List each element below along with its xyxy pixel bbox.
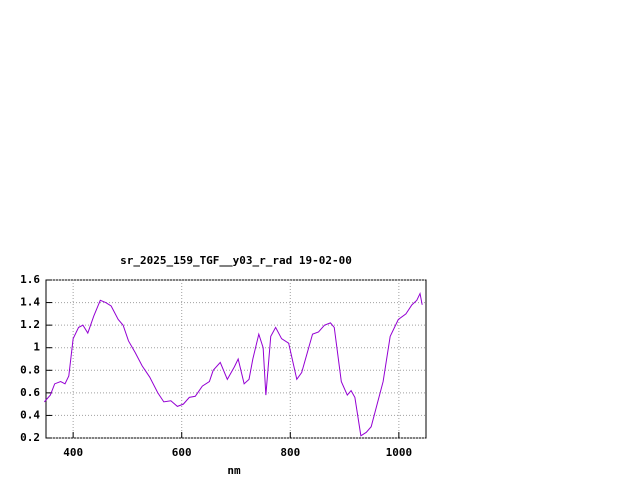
data-line bbox=[43, 291, 423, 437]
y-tick-label: 1.6 bbox=[20, 273, 40, 286]
x-tick-label: 1000 bbox=[386, 446, 413, 459]
chart-title: sr_2025_159_TGF__y03_r_rad 19-02-00 bbox=[120, 254, 352, 267]
x-tick-label: 800 bbox=[280, 446, 300, 459]
y-tick-label: 1.2 bbox=[20, 318, 40, 331]
y-tick-label: 1 bbox=[33, 341, 40, 354]
y-tick-label: 0.6 bbox=[20, 386, 40, 399]
y-tick-label: 1.4 bbox=[20, 296, 40, 309]
plot-frame bbox=[45, 279, 427, 439]
y-tick-label: 0.2 bbox=[20, 431, 40, 444]
x-axis-label: nm bbox=[227, 464, 241, 477]
x-tick-label: 400 bbox=[63, 446, 83, 459]
y-tick-label: 0.4 bbox=[20, 408, 40, 421]
x-tick-label: 600 bbox=[172, 446, 192, 459]
y-tick-label: 0.8 bbox=[20, 363, 40, 376]
